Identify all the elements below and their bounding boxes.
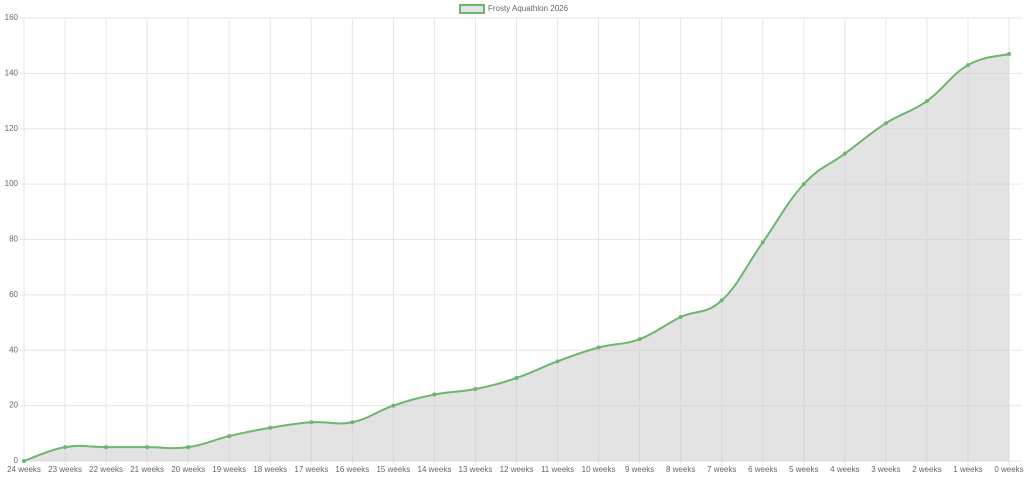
point — [391, 403, 396, 408]
x-tick-label: 11 weeks — [541, 465, 574, 474]
point — [719, 298, 724, 303]
y-tick-label: 40 — [9, 345, 18, 354]
x-tick-label: 23 weeks — [48, 465, 82, 474]
point — [760, 240, 765, 245]
point — [268, 425, 273, 430]
y-tick-label: 80 — [9, 235, 18, 244]
point — [842, 151, 847, 156]
point — [965, 63, 970, 68]
x-tick-label: 0 weeks — [994, 465, 1023, 474]
area — [24, 53, 1009, 462]
x-tick-label: 2 weeks — [912, 465, 941, 474]
point — [432, 392, 437, 397]
x-tick-label: 19 weeks — [212, 465, 246, 474]
point — [350, 420, 355, 425]
x-tick-label: 8 weeks — [666, 465, 695, 474]
point — [145, 445, 150, 450]
point — [514, 375, 519, 380]
x-tick-label: 1 weeks — [953, 465, 982, 474]
x-tick-label: 21 weeks — [130, 465, 164, 474]
y-tick-label: 100 — [5, 179, 19, 188]
y-tick-label: 20 — [9, 401, 18, 410]
x-tick-label: 24 weeks — [7, 465, 41, 474]
point — [637, 337, 642, 342]
x-tick-label: 17 weeks — [294, 465, 328, 474]
point — [186, 445, 191, 450]
point — [473, 387, 478, 392]
point — [104, 445, 109, 450]
x-tick-label: 3 weeks — [871, 465, 900, 474]
point — [63, 445, 68, 450]
point — [1007, 51, 1011, 56]
point — [555, 359, 560, 364]
x-tick-label: 12 weeks — [500, 465, 534, 474]
x-tick-label: 5 weeks — [789, 465, 818, 474]
x-tick-label: 10 weeks — [582, 465, 616, 474]
point — [883, 121, 888, 126]
x-tick-label: 7 weeks — [707, 465, 736, 474]
point — [22, 459, 26, 463]
legend-swatch — [459, 4, 485, 14]
point — [596, 345, 601, 350]
x-tick-label: 18 weeks — [253, 465, 287, 474]
y-tick-label: 120 — [5, 124, 19, 133]
y-tick-label: 60 — [9, 290, 18, 299]
x-tick-label: 4 weeks — [830, 465, 859, 474]
point — [309, 420, 314, 425]
x-tick-label: 6 weeks — [748, 465, 777, 474]
y-tick-label: 160 — [5, 13, 19, 22]
point — [801, 182, 806, 187]
x-tick-label: 14 weeks — [418, 465, 452, 474]
x-tick-label: 15 weeks — [376, 465, 410, 474]
point — [678, 315, 683, 320]
legend-label: Frosty Aquathlon 2026 — [488, 4, 569, 13]
x-tick-label: 22 weeks — [89, 465, 123, 474]
x-tick-label: 13 weeks — [459, 465, 493, 474]
y-tick-label: 140 — [5, 68, 19, 77]
y-tick-label: 0 — [14, 456, 19, 465]
x-tick-label: 16 weeks — [335, 465, 369, 474]
x-tick-label: 9 weeks — [625, 465, 654, 474]
point — [227, 434, 232, 439]
x-tick-label: 20 weeks — [171, 465, 205, 474]
point — [924, 99, 929, 104]
